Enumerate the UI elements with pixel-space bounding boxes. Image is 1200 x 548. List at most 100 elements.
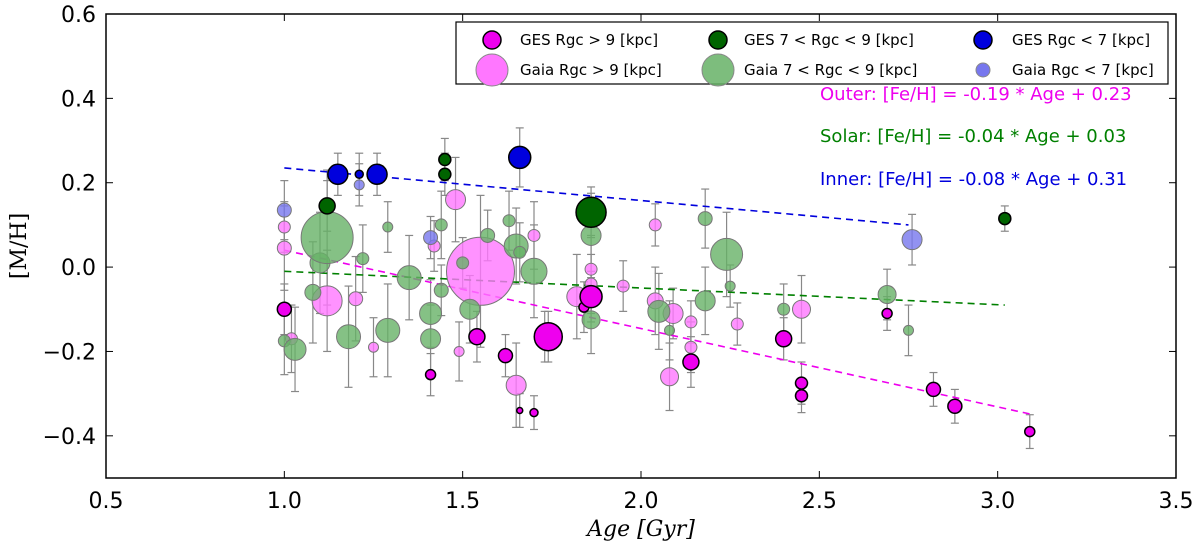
ges-data-point [774, 330, 793, 348]
gaia-data-point [684, 340, 698, 354]
gaia-data-point [368, 341, 379, 353]
gaia-data-point [456, 256, 470, 270]
legend-label-ges-outer: GES Rgc > 9 [kpc] [520, 31, 658, 49]
annotation-outer: Outer: [Fe/H] = -0.19 * Age + 0.23 [820, 84, 1132, 105]
gaia-data-point [581, 310, 601, 330]
ges-data-point [438, 167, 452, 182]
ges-data-point [579, 284, 603, 309]
gaia-data-point [423, 230, 439, 246]
gaia-data-point [724, 280, 736, 292]
gaia-data-point [505, 374, 527, 396]
gaia-data-point [276, 240, 292, 256]
legend-marker-gaia-outer [475, 53, 509, 87]
gaia-data-point [434, 218, 448, 232]
legend-marker-gaia-inner [975, 62, 991, 78]
y-axis-title: [M/H] [7, 213, 32, 279]
gaia-data-point [730, 317, 744, 331]
gaia-data-point [710, 237, 744, 271]
legend-label-gaia-inner: Gaia Rgc < 7 [kpc] [1012, 61, 1154, 79]
ges-data-point [424, 368, 437, 381]
gaia-data-point [304, 283, 322, 301]
gaia-data-point [513, 245, 527, 259]
x-tick-label: 2.0 [624, 489, 659, 514]
x-tick-label: 1.5 [445, 489, 480, 514]
gaia-data-point [419, 301, 443, 325]
gaia-data-point [660, 367, 680, 387]
ges-data-point [794, 388, 809, 403]
gaia-data-point [276, 202, 292, 218]
gaia-data-point [375, 317, 401, 343]
y-tick-label: −0.4 [43, 425, 96, 450]
points-layer [276, 145, 1036, 438]
gaia-data-point [348, 291, 364, 307]
gaia-data-point [356, 252, 370, 266]
ges-data-point [947, 398, 963, 415]
gaia-data-point [616, 279, 630, 293]
y-tick-label: 0.6 [61, 3, 96, 28]
ges-data-point [529, 407, 539, 418]
x-tick-label: 2.5 [802, 489, 837, 514]
gaia-data-point [300, 211, 354, 265]
gaia-data-point [480, 227, 496, 243]
gaia-data-point [336, 324, 362, 350]
gaia-data-point [433, 282, 449, 298]
gaia-data-point [903, 324, 914, 336]
gaia-data-point [353, 179, 365, 191]
x-tick-label: 1.0 [267, 489, 302, 514]
fit-line-inner [284, 167, 909, 226]
gaia-data-point [445, 189, 467, 211]
fit-line-solar [284, 270, 1005, 306]
gaia-data-point [694, 290, 716, 312]
gaia-data-point [382, 221, 394, 233]
ges-data-point [682, 353, 700, 371]
legend-label-gaia-outer: Gaia Rgc > 9 [kpc] [520, 61, 662, 79]
gaia-data-point [664, 324, 676, 336]
gaia-data-point [580, 224, 602, 246]
legend-label-ges-inner: GES Rgc < 7 [kpc] [1012, 31, 1150, 49]
ges-data-point [468, 327, 486, 346]
ges-data-point [1024, 425, 1036, 438]
gaia-data-point [684, 315, 698, 329]
ges-data-point [327, 163, 349, 186]
y-tick-label: 0.2 [61, 172, 96, 197]
ges-data-point [998, 211, 1012, 226]
gaia-data-point [283, 337, 307, 361]
x-tick-label: 3.0 [980, 489, 1015, 514]
fit-annotations: Outer: [Fe/H] = -0.19 * Age + 0.23 Solar… [820, 84, 1132, 190]
x-tick-label: 0.5 [89, 489, 124, 514]
gaia-data-point [396, 265, 422, 291]
axis-ticks: 0.5 1.0 1.5 2.0 2.5 3.0 3.5 −0.4 −0.2 0.0 0.2 0.4 0.… [43, 3, 1194, 514]
legend: GES Rgc > 9 [kpc] GES 7 < Rgc < 9 [kpc] … [455, 21, 1169, 87]
ges-data-point [497, 347, 514, 364]
ges-data-point [276, 301, 293, 318]
gaia-data-point [584, 262, 598, 276]
ges-data-point [575, 196, 607, 229]
gaia-data-point [453, 345, 465, 357]
annotation-inner: Inner: [Fe/H] = -0.08 * Age + 0.31 [820, 169, 1127, 190]
ges-data-point [925, 381, 942, 398]
ges-data-point [881, 307, 893, 320]
legend-label-ges-solar: GES 7 < Rgc < 9 [kpc] [744, 31, 914, 49]
gaia-data-point [792, 299, 811, 319]
ges-data-point [533, 321, 564, 352]
gaia-data-point [459, 298, 481, 320]
y-tick-label: 0.0 [61, 256, 96, 281]
y-tick-label: 0.4 [61, 87, 96, 112]
x-tick-label: 3.5 [1159, 489, 1194, 514]
ges-data-point [515, 406, 524, 415]
ges-data-point [354, 169, 364, 180]
ges-data-point [366, 163, 388, 186]
gaia-data-point [901, 229, 923, 251]
ges-data-point [794, 376, 809, 390]
annotation-solar: Solar: [Fe/H] = -0.04 * Age + 0.03 [820, 126, 1126, 147]
legend-marker-gaia-solar [701, 53, 735, 87]
fit-line-outer [284, 249, 1034, 416]
legend-label-gaia-solar: Gaia 7 < Rgc < 9 [kpc] [744, 61, 917, 79]
ges-data-point [318, 197, 336, 215]
x-axis-title: Age [Gyr] [585, 517, 695, 542]
legend-marker-ges-solar [708, 30, 728, 50]
gaia-data-point [527, 228, 541, 242]
gaia-data-point [520, 257, 548, 285]
legend-marker-ges-inner [973, 30, 993, 50]
